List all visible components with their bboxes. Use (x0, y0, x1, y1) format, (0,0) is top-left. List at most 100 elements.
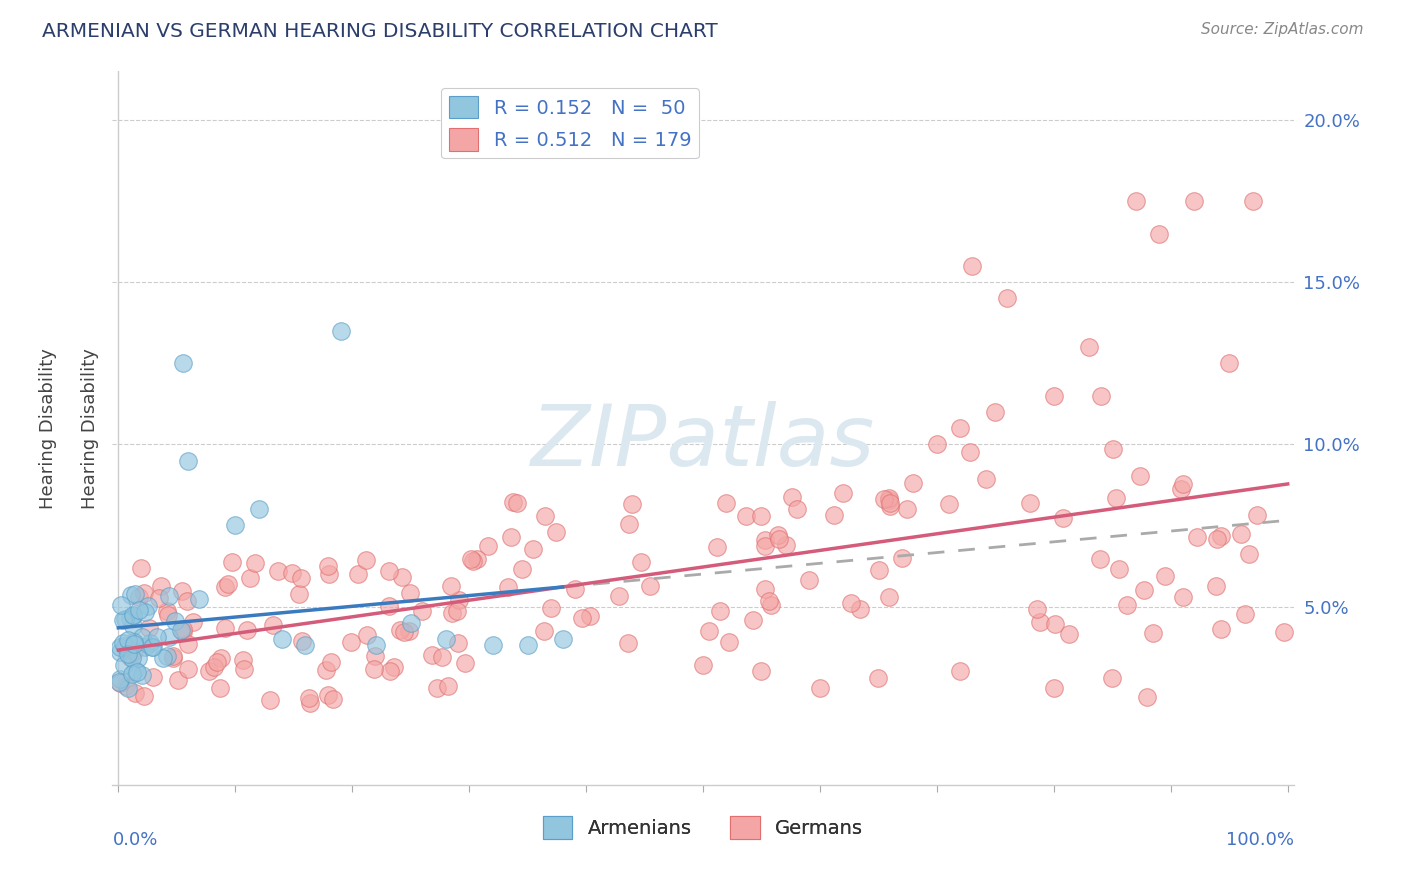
Point (294, 639, 316, 653)
Point (399, 615, 422, 630)
Point (797, 573, 820, 587)
Point (224, 518, 246, 533)
Point (1133, 583, 1156, 598)
Point (430, 649, 453, 664)
Point (1116, 599, 1139, 613)
Point (122, 644, 145, 658)
Point (299, 696, 322, 710)
Point (131, 668, 153, 682)
Point (616, 636, 638, 650)
Point (1101, 442, 1123, 456)
Point (1170, 482, 1192, 496)
Point (177, 637, 200, 651)
Point (391, 569, 413, 583)
Point (751, 665, 773, 679)
Point (156, 607, 179, 622)
Point (984, 405, 1007, 419)
Point (754, 533, 776, 547)
Point (172, 623, 194, 637)
Point (501, 530, 523, 544)
Point (322, 692, 344, 706)
Point (129, 561, 152, 575)
Point (236, 623, 259, 637)
Point (267, 565, 290, 579)
Point (938, 497, 960, 511)
Point (172, 624, 194, 639)
Point (960, 259, 983, 273)
Point (1101, 671, 1123, 685)
Point (139, 636, 162, 650)
Point (122, 608, 145, 623)
Text: ZIPatlas: ZIPatlas (531, 401, 875, 484)
Point (1029, 615, 1052, 630)
Point (717, 634, 740, 648)
Point (692, 657, 714, 672)
Point (841, 596, 863, 610)
Point (1185, 530, 1208, 544)
Point (463, 553, 485, 567)
Text: 0.0%: 0.0% (112, 831, 157, 849)
Point (522, 542, 544, 557)
Point (868, 671, 890, 685)
Point (758, 593, 780, 607)
Point (1105, 491, 1128, 505)
Point (356, 628, 378, 642)
Point (364, 648, 387, 663)
Point (134, 585, 156, 599)
Point (112, 657, 135, 672)
Point (540, 601, 562, 615)
Point (316, 559, 339, 574)
Point (1233, 607, 1256, 622)
Point (1052, 510, 1074, 524)
Point (221, 555, 243, 569)
Point (318, 567, 340, 582)
Point (751, 508, 773, 523)
Point (1209, 528, 1232, 542)
Point (124, 685, 146, 699)
Point (128, 603, 150, 617)
Point (281, 566, 304, 580)
Point (949, 421, 972, 435)
Point (162, 649, 184, 664)
Text: Source: ZipAtlas.com: Source: ZipAtlas.com (1201, 22, 1364, 37)
Point (121, 650, 143, 665)
Point (1129, 469, 1152, 483)
Point (440, 579, 463, 593)
Point (1246, 508, 1268, 522)
Point (808, 681, 831, 695)
Point (879, 496, 901, 510)
Point (869, 563, 891, 577)
Point (399, 586, 422, 600)
Point (510, 562, 533, 576)
Point (1241, 194, 1264, 208)
Point (108, 640, 131, 654)
Point (903, 476, 925, 491)
Point (974, 472, 997, 486)
Point (117, 681, 139, 695)
Point (1205, 579, 1227, 593)
Point (347, 566, 370, 581)
Point (759, 598, 782, 612)
Point (734, 508, 756, 523)
Point (120, 588, 142, 602)
Point (124, 663, 146, 677)
Point (148, 591, 170, 605)
Point (209, 681, 232, 695)
Point (176, 594, 198, 608)
Point (124, 587, 146, 601)
Point (150, 579, 173, 593)
Point (768, 533, 790, 547)
Point (117, 647, 139, 661)
Point (156, 604, 179, 618)
Point (134, 640, 156, 655)
Point (420, 648, 443, 662)
Point (172, 356, 194, 370)
Point (709, 604, 731, 618)
Point (1147, 227, 1170, 241)
Point (127, 650, 149, 665)
Point (287, 586, 309, 600)
Point (382, 660, 405, 674)
Point (128, 591, 150, 605)
Point (411, 604, 433, 618)
Point (1090, 389, 1112, 403)
